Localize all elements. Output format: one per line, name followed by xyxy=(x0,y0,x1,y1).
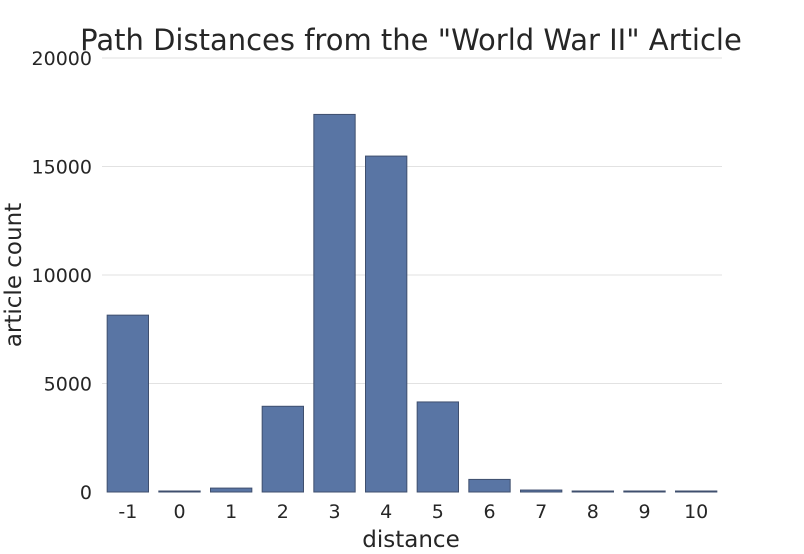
bar-3 xyxy=(313,113,356,493)
bar-4 xyxy=(365,155,408,493)
bar-8 xyxy=(571,490,615,493)
bar-5 xyxy=(416,401,459,493)
bar-2 xyxy=(261,405,304,493)
x-axis-label: distance xyxy=(362,527,459,553)
bars xyxy=(106,113,718,493)
x-tick-labels: -1 0 1 2 3 4 5 6 7 8 9 10 xyxy=(118,501,708,523)
y-tick-label: 0 xyxy=(80,482,92,504)
bar-1 xyxy=(210,487,253,493)
chart-title: Path Distances from the "World War II" A… xyxy=(80,23,742,57)
x-tick-label: 1 xyxy=(225,501,237,523)
x-tick-label: 6 xyxy=(483,501,495,523)
y-tick-label: 10000 xyxy=(32,265,92,287)
bar-7 xyxy=(520,489,563,493)
gridlines xyxy=(102,57,722,384)
bar--1 xyxy=(106,314,149,493)
bar-9 xyxy=(623,490,666,493)
x-tick-label: 0 xyxy=(173,501,185,523)
x-tick-label: 5 xyxy=(432,501,444,523)
x-tick-label: 3 xyxy=(328,501,340,523)
x-tick-label: 9 xyxy=(638,501,650,523)
y-tick-label: 15000 xyxy=(32,157,92,179)
x-tick-label: 10 xyxy=(684,501,708,523)
y-axis-label: article count xyxy=(1,203,27,347)
y-tick-label: 5000 xyxy=(44,374,92,396)
x-tick-label: -1 xyxy=(118,501,137,523)
bar-0 xyxy=(158,490,201,493)
bar-6 xyxy=(468,478,511,493)
y-tick-labels: 0 5000 10000 15000 20000 xyxy=(32,48,92,504)
x-tick-label: 2 xyxy=(277,501,289,523)
y-tick-label: 20000 xyxy=(32,48,92,70)
x-tick-label: 7 xyxy=(535,501,547,523)
x-tick-label: 8 xyxy=(587,501,599,523)
x-tick-label: 4 xyxy=(380,501,392,523)
bar-10 xyxy=(675,490,718,493)
